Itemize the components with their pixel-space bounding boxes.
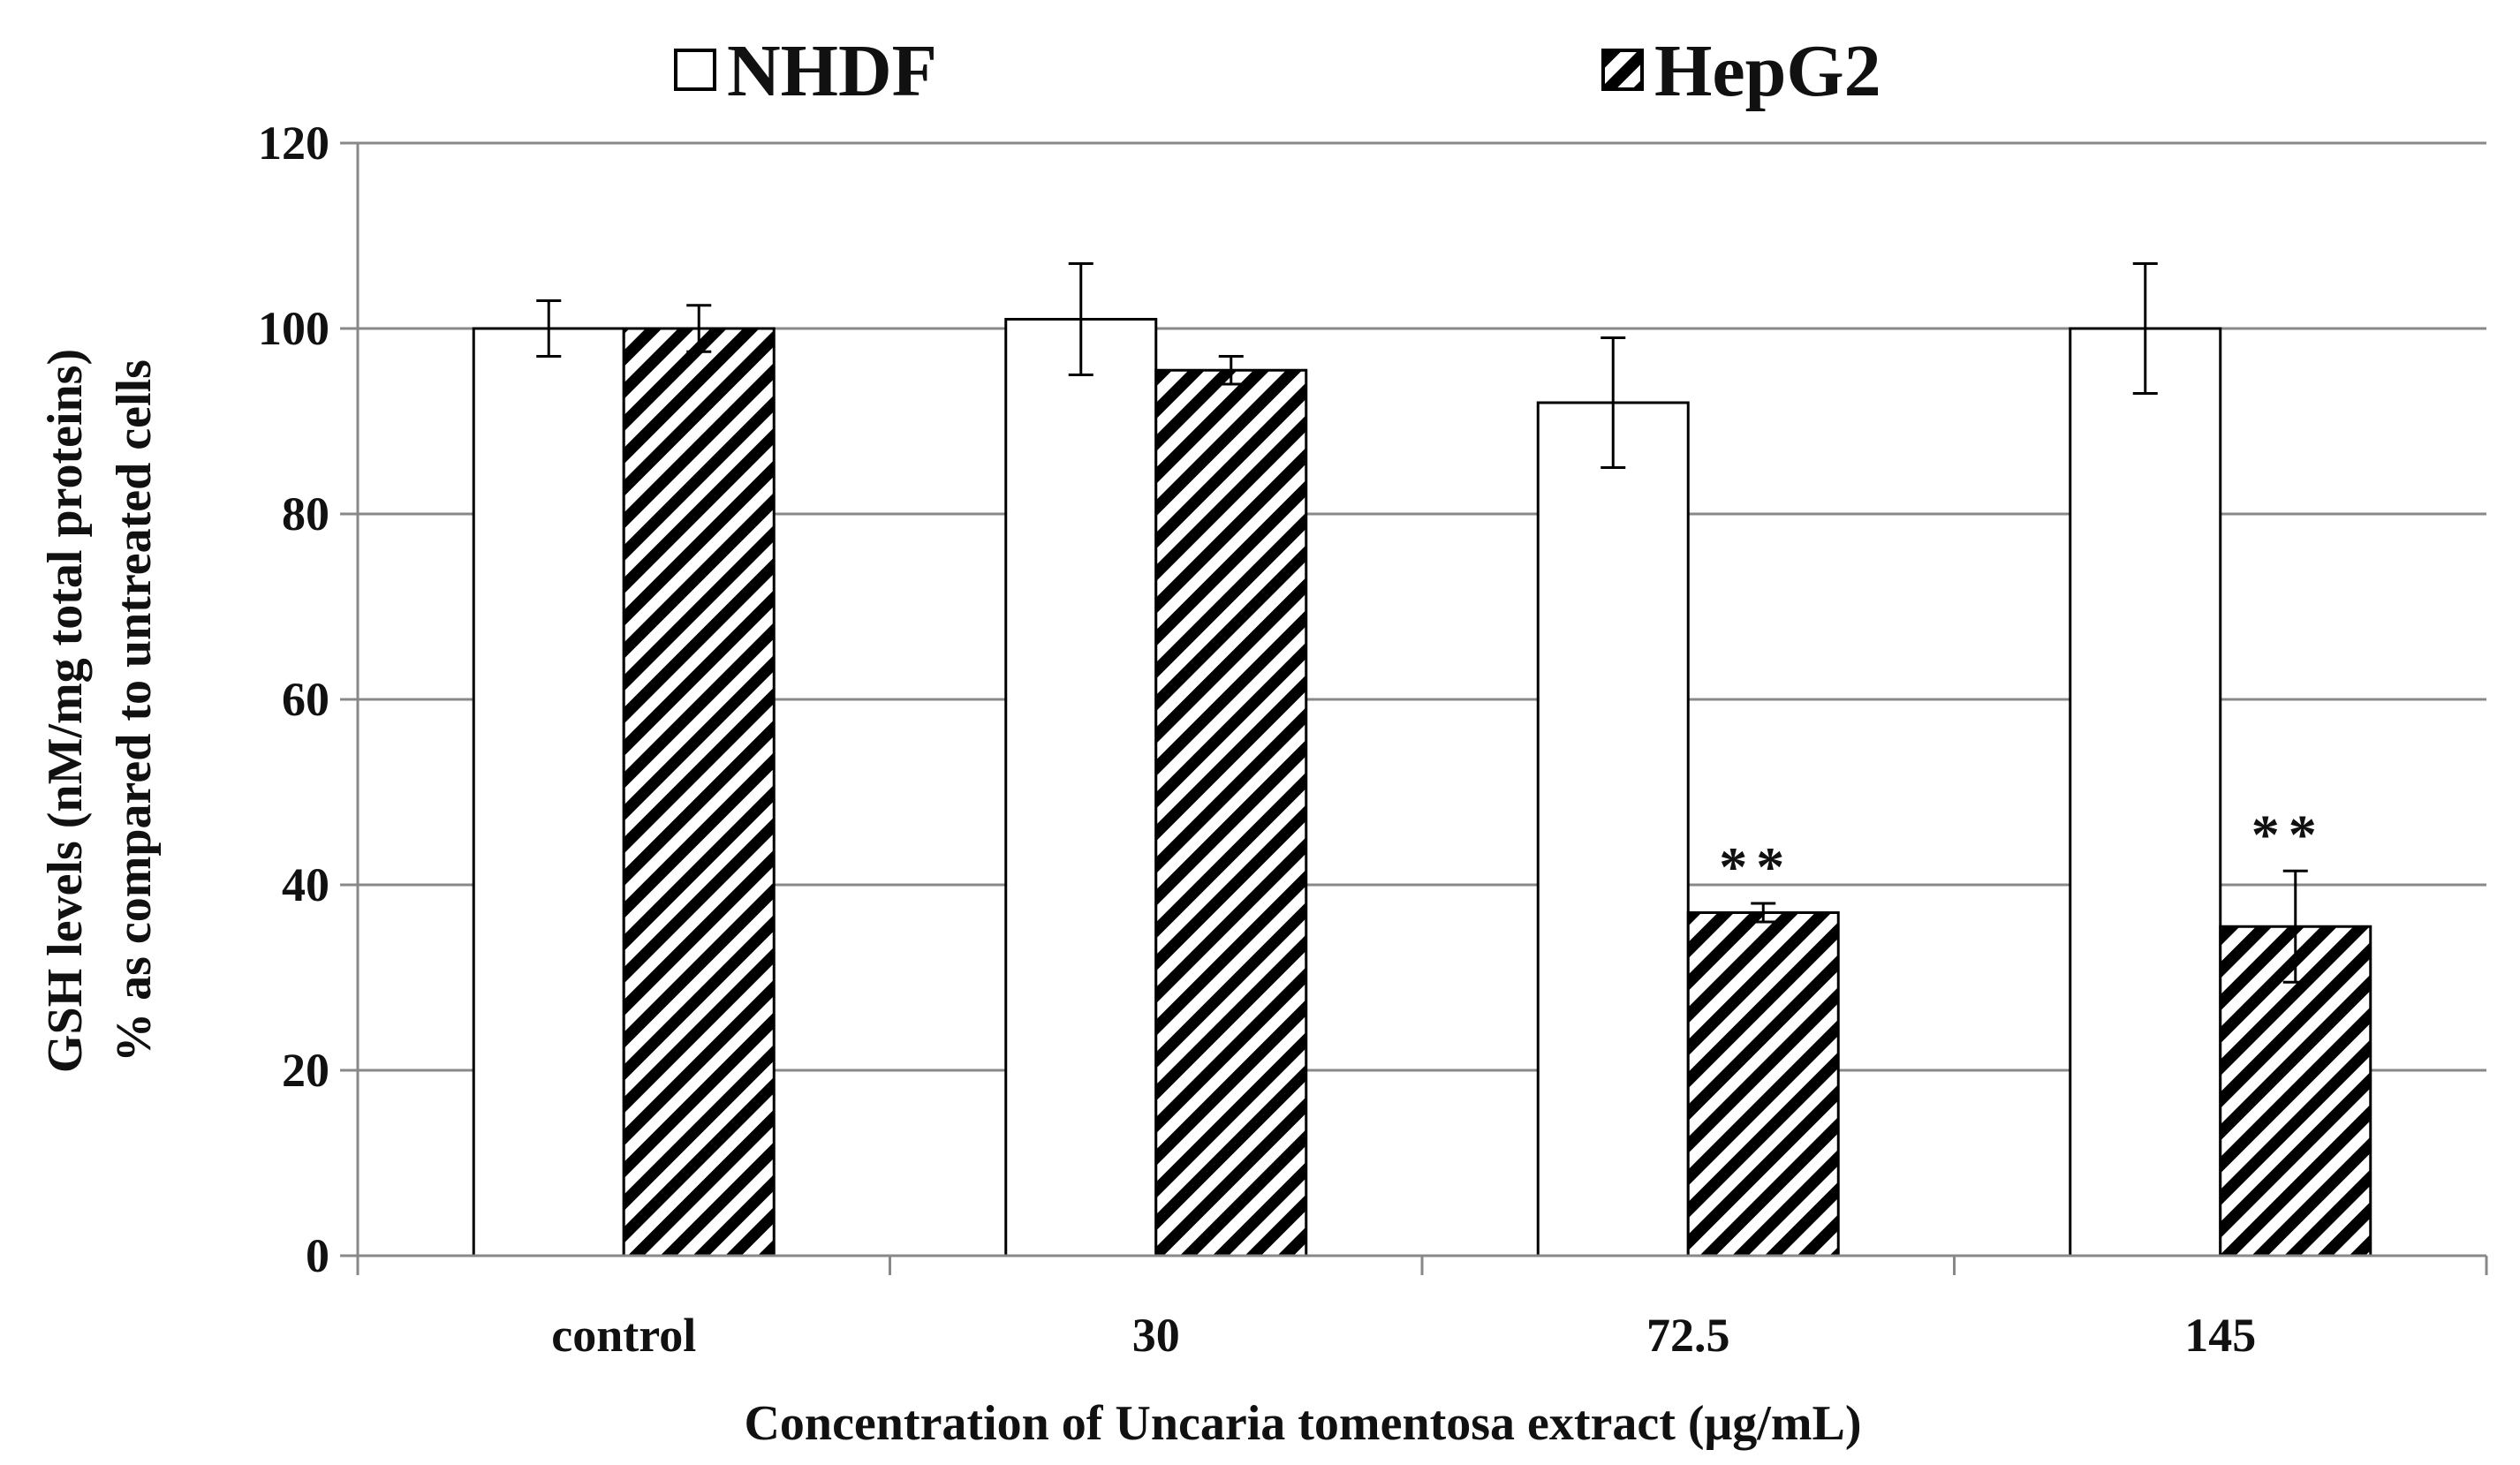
y-axis-title-line-2: % as compared to untreated cells (107, 359, 162, 1062)
y-tick-label-20: 20 (282, 1044, 329, 1097)
y-tick-label-0: 0 (306, 1229, 329, 1282)
legend-label-HepG2: HepG2 (1654, 30, 1881, 112)
axes (340, 141, 2488, 1275)
bar-NHDF-72.5 (1536, 401, 1690, 1257)
y-tick-label-40: 40 (282, 858, 329, 911)
bars (472, 262, 2372, 1257)
significance-marker-0: ** (1719, 835, 1793, 898)
x-axis-title: Concentration of Uncaria tomentosa extra… (744, 1396, 1861, 1451)
bar-HepG2-30 (1154, 368, 1308, 1257)
bar-HepG2-72.5 (1686, 911, 1840, 1257)
x-tick-label-72.5: 72.5 (1646, 1309, 1730, 1362)
bar-HepG2-control (622, 327, 776, 1257)
y-tick-label-100: 100 (258, 302, 329, 355)
legend-swatch-HepG2 (1601, 49, 1644, 91)
legend-swatch-NHDF (674, 49, 716, 91)
y-axis-title-line-1: GSH levels (nM/mg total proteins) (38, 349, 93, 1073)
y-tick-label-60: 60 (282, 673, 329, 726)
significance-marker-1: ** (2251, 803, 2326, 865)
bar-NHDF-145 (2069, 327, 2222, 1257)
legend: NHDF HepG2 (674, 30, 1881, 112)
y-tick-label-120: 120 (258, 117, 329, 170)
x-tick-label-145: 145 (2184, 1309, 2256, 1362)
bar-NHDF-30 (1004, 318, 1158, 1257)
labels: 0 20 40 60 80 100 120 control 30 72.5 145 ** ** Conce… (38, 117, 2326, 1451)
x-tick-label-30: 30 (1132, 1309, 1180, 1362)
x-tick-label-control: control (551, 1309, 696, 1362)
bar-NHDF-control (472, 327, 625, 1257)
legend-label-NHDF: NHDF (727, 30, 937, 112)
y-tick-label-80: 80 (282, 487, 329, 540)
